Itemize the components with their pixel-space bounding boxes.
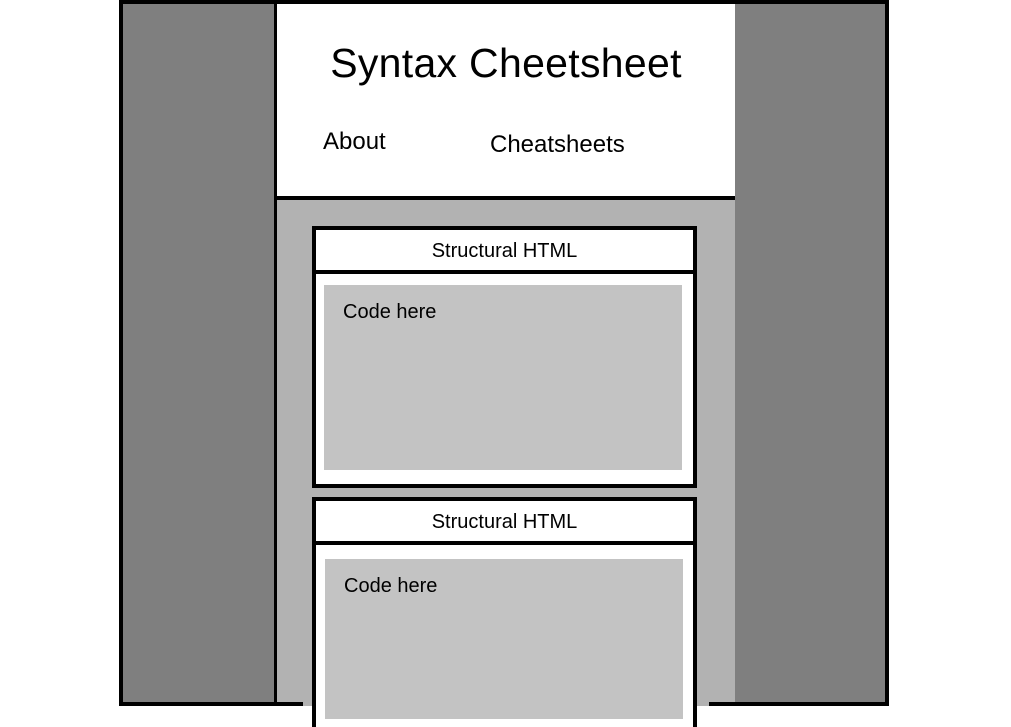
code-placeholder-text: Code here [344, 575, 438, 597]
card-title: Structural HTML [316, 230, 693, 274]
code-block: Code here [325, 559, 683, 719]
nav-link-about[interactable]: About [323, 128, 386, 155]
cheatsheet-card: Structural HTML Code here [312, 497, 697, 727]
site-header: Syntax Cheetsheet About Cheatsheets [277, 4, 735, 196]
nav-link-cheatsheets[interactable]: Cheatsheets [490, 131, 625, 158]
card-title: Structural HTML [316, 501, 693, 545]
footer-edge-left [119, 702, 303, 706]
right-sidebar [730, 4, 885, 706]
footer-edge-right [709, 702, 889, 706]
code-block: Code here [324, 285, 682, 470]
header-divider [275, 196, 735, 200]
left-sidebar [123, 4, 278, 706]
cheatsheet-card: Structural HTML Code here [312, 226, 697, 488]
code-placeholder-text: Code here [343, 301, 437, 323]
site-title: Syntax Cheetsheet [330, 40, 682, 86]
content-area: Structural HTML Code here Structural HTM… [277, 200, 735, 727]
